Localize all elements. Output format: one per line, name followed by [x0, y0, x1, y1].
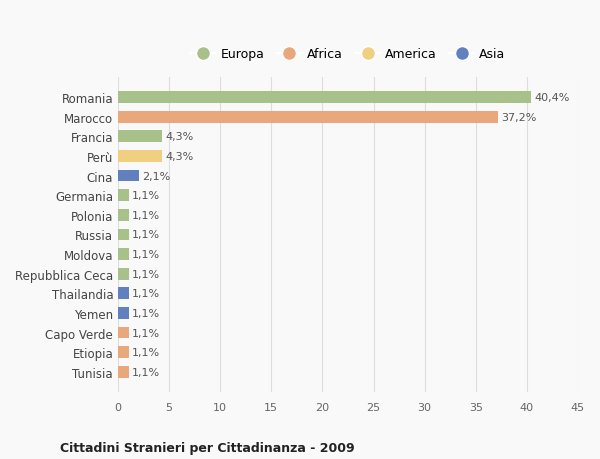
Text: 40,4%: 40,4% — [534, 93, 569, 103]
Bar — [118, 288, 129, 300]
Text: 4,3%: 4,3% — [165, 151, 193, 162]
Text: 1,1%: 1,1% — [132, 210, 160, 220]
Bar — [118, 308, 129, 319]
Text: 1,1%: 1,1% — [132, 367, 160, 377]
Text: 1,1%: 1,1% — [132, 250, 160, 259]
Bar — [118, 112, 498, 123]
Text: 1,1%: 1,1% — [132, 269, 160, 279]
Bar — [118, 229, 129, 241]
Text: 4,3%: 4,3% — [165, 132, 193, 142]
Bar — [118, 151, 162, 162]
Bar — [118, 268, 129, 280]
Text: 37,2%: 37,2% — [501, 112, 536, 123]
Text: 1,1%: 1,1% — [132, 347, 160, 358]
Bar — [118, 170, 139, 182]
Bar — [118, 209, 129, 221]
Bar — [118, 347, 129, 358]
Bar — [118, 190, 129, 202]
Bar — [118, 366, 129, 378]
Bar — [118, 92, 531, 104]
Text: 1,1%: 1,1% — [132, 191, 160, 201]
Legend: Europa, Africa, America, Asia: Europa, Africa, America, Asia — [185, 43, 511, 66]
Bar — [118, 249, 129, 260]
Text: 1,1%: 1,1% — [132, 230, 160, 240]
Bar — [118, 327, 129, 339]
Text: 1,1%: 1,1% — [132, 328, 160, 338]
Text: 1,1%: 1,1% — [132, 289, 160, 299]
Bar — [118, 131, 162, 143]
Text: 2,1%: 2,1% — [143, 171, 171, 181]
Text: Cittadini Stranieri per Cittadinanza - 2009: Cittadini Stranieri per Cittadinanza - 2… — [60, 441, 355, 453]
Text: 1,1%: 1,1% — [132, 308, 160, 318]
